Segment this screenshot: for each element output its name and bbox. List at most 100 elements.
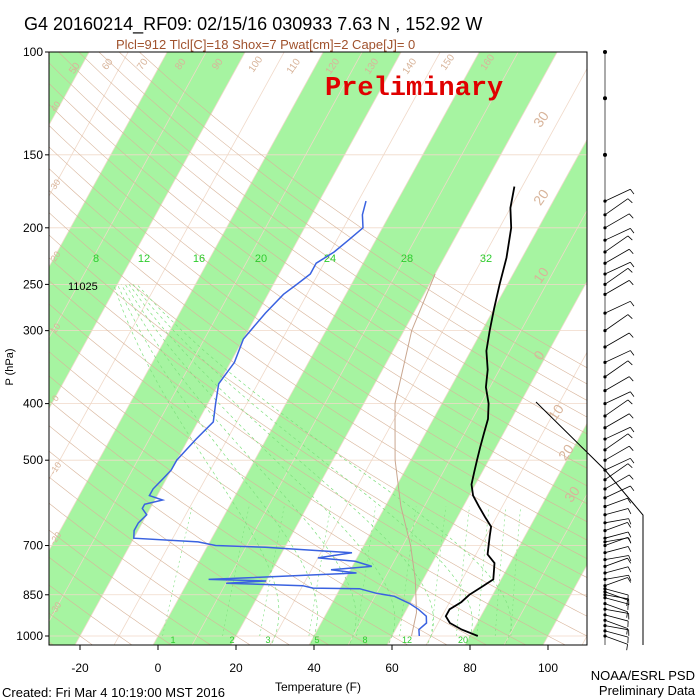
wind-barb-dot [603, 629, 607, 633]
dewpoint-trace [133, 200, 428, 637]
dry-adiabat-label: 20 [49, 249, 63, 263]
wind-barb [603, 50, 607, 54]
wind-barb-feather [630, 228, 635, 234]
wind-barb-shaft [604, 248, 630, 264]
wind-barb [603, 376, 634, 393]
wind-barb [603, 152, 607, 157]
dry-adiabat-label: 40 [49, 99, 63, 113]
wind-barb-feather [628, 518, 632, 525]
wind-barb-dot [603, 360, 607, 364]
wind-barb-shaft [604, 588, 629, 596]
wind-barb-shaft [604, 630, 629, 638]
wind-barb-shaft [604, 433, 629, 451]
wind-barb-shaft [604, 566, 629, 574]
dry-adiabat-label: 0 [50, 393, 61, 403]
wind-barb-dot [603, 478, 607, 482]
wind-barb [603, 531, 632, 540]
wind-barb [603, 332, 634, 349]
wind-barb-shaft [604, 603, 628, 613]
wind-barb [603, 198, 633, 217]
isotherm-line [347, 209, 587, 645]
y-tick-label: 100 [23, 45, 43, 59]
wind-barb-shaft [604, 332, 630, 348]
wind-barb-shaft [604, 445, 630, 461]
y-tick-label: 200 [23, 221, 43, 235]
isotherm-line [49, 52, 324, 552]
wind-barb-dot [603, 618, 607, 622]
mixing-ratio-bottom-label: 20 [458, 635, 468, 645]
wind-barb-feather [627, 198, 633, 204]
wind-barb-shaft [604, 625, 629, 631]
pressure-axis: 100 150 200 250 300 400 500 700 850 1000 [16, 45, 49, 643]
wind-barb [603, 624, 630, 636]
wind-barb-shaft [604, 531, 629, 539]
wind-barb-dot [603, 564, 607, 568]
wind-barb-shaft [604, 391, 631, 404]
wind-barb [603, 300, 635, 315]
dry-adiabat [49, 556, 172, 645]
wind-barb-shaft [604, 557, 628, 567]
wind-barb-shaft [604, 188, 631, 202]
x-axis-label: Temperature (F) [275, 680, 361, 694]
wind-barb-shaft [604, 537, 629, 543]
wind-barb [603, 596, 629, 610]
wind-barb [603, 261, 635, 276]
isotherm-line [619, 25, 700, 648]
wind-barb [603, 546, 632, 555]
x-tick-label: 100 [538, 661, 558, 675]
wind-barb-feather [628, 575, 632, 581]
isotherm-line [49, 52, 129, 197]
wind-barb [603, 485, 635, 500]
wind-barb-shaft [604, 300, 631, 314]
dry-adiabat [58, 52, 587, 435]
mixing-ratio-lines [162, 506, 521, 637]
wind-barb-dot [603, 250, 607, 254]
mixing-ratio-label: 16 [193, 253, 205, 265]
wind-barb-dot [603, 634, 607, 638]
created-timestamp: Created: Fri Mar 4 10:19:00 MST 2016 [2, 685, 225, 700]
wind-barb-feather [627, 577, 632, 583]
y-tick-label: 400 [23, 397, 43, 411]
moist-adiabat-label: 20 [530, 186, 552, 208]
wind-barb-shaft [604, 508, 629, 516]
wind-barb [603, 574, 632, 582]
wind-barb-shaft [604, 608, 629, 614]
wind-barb [603, 457, 635, 472]
wind-barb-shaft [604, 497, 628, 507]
wind-barb-dot [603, 282, 607, 286]
wind-barb-feather [627, 314, 633, 319]
dry-adiabat [49, 125, 587, 505]
moist-adiabat [132, 284, 473, 645]
wind-barb-dot [603, 329, 607, 333]
wind-barb [603, 536, 632, 548]
dry-adiabat-label: -10 [48, 460, 64, 476]
isotherm-line [503, 493, 587, 645]
wind-barb-feather [628, 413, 634, 419]
dry-adiabats [49, 52, 587, 645]
wind-barb [603, 557, 632, 568]
wind-barb [603, 566, 632, 575]
y-tick-label: 250 [23, 277, 43, 291]
isotherm-line [49, 52, 168, 268]
wind-barb-feather [627, 508, 632, 515]
wind-barb-shaft [604, 485, 631, 499]
wind-barb-dot [603, 613, 607, 617]
wind-barb-feather [627, 235, 633, 241]
wind-barb-feather [630, 485, 635, 492]
wind-barb-dot [603, 414, 607, 418]
wind-barb [603, 314, 633, 333]
wind-barb-feather [627, 546, 632, 553]
wind-barb [603, 590, 628, 606]
wind-barb [603, 360, 633, 379]
x-tick-label: 40 [307, 661, 321, 675]
wind-barb [603, 248, 634, 265]
isotherm-line [581, 635, 587, 645]
wind-barb-feather [628, 213, 634, 219]
wind-barb-feather [628, 445, 634, 451]
dry-adiabat [49, 502, 251, 645]
wind-barb-shaft [604, 235, 629, 253]
isotherm-line [49, 52, 363, 623]
mixing-ratio-label: 12 [138, 253, 150, 265]
wind-barb [603, 188, 635, 203]
dry-adiabat-label: 30 [49, 177, 63, 191]
